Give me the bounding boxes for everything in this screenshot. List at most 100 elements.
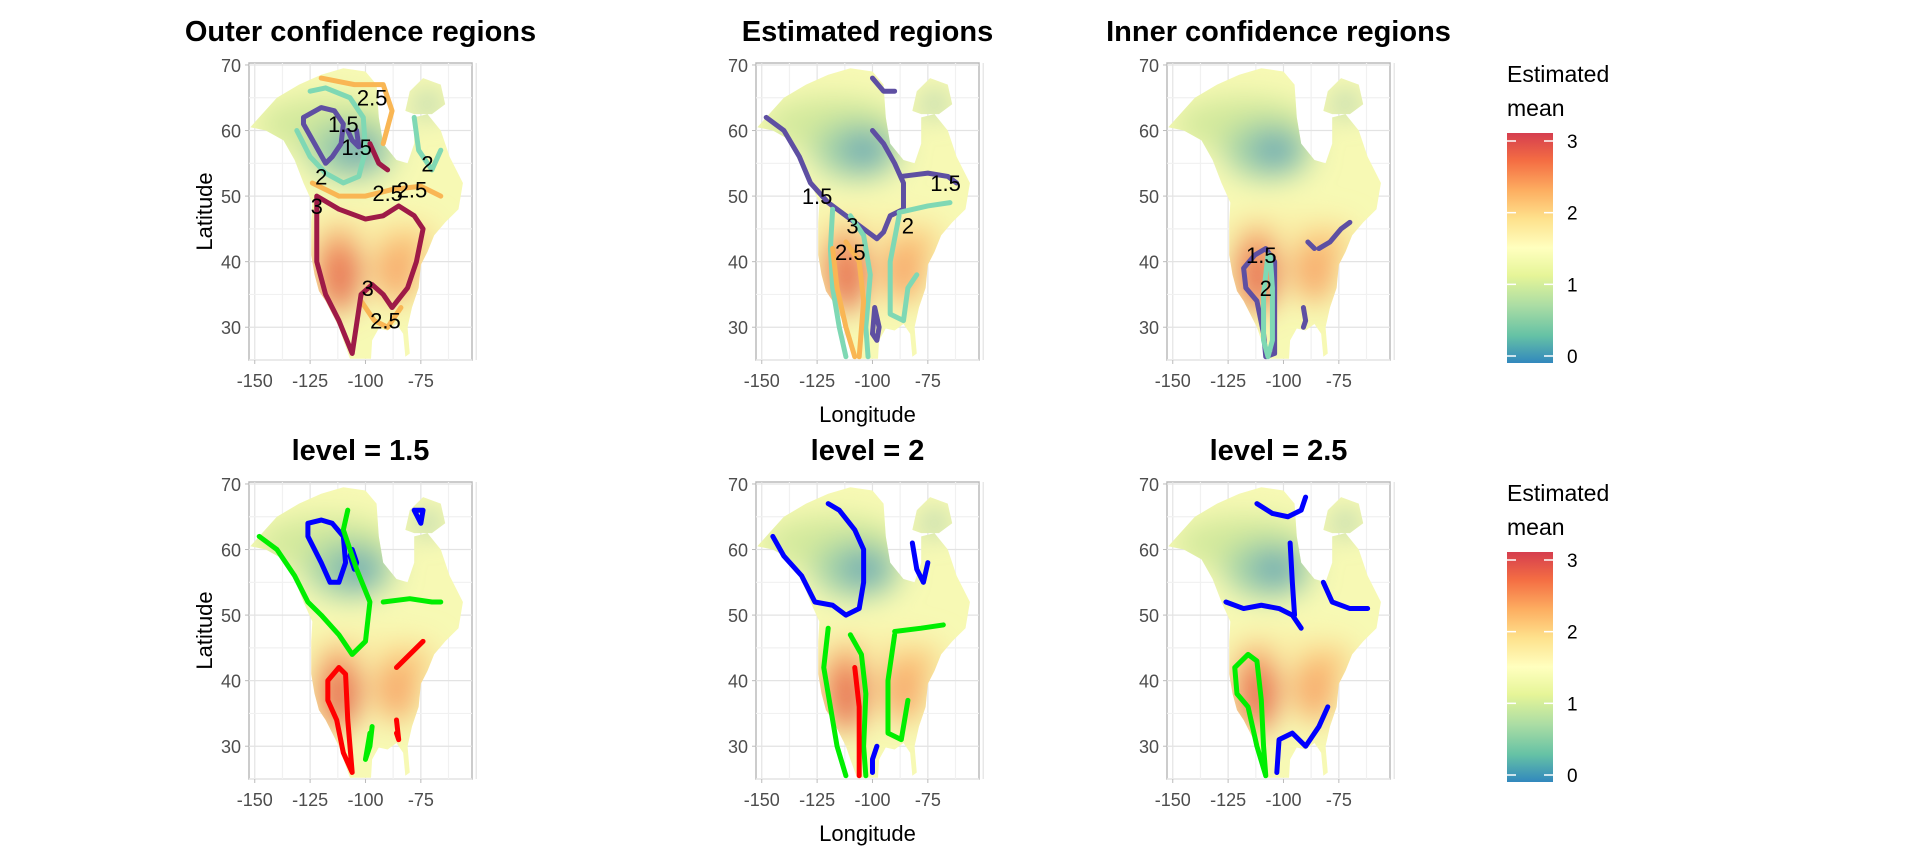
contour-line-level-2 — [770, 501, 867, 618]
heatmap-blob — [1217, 214, 1358, 243]
contour-line-level-1-5 — [763, 114, 906, 242]
x-tick-label: -100 — [347, 371, 383, 391]
panel-title: Estimated regions — [742, 16, 993, 48]
y-tick-label: 60 — [728, 541, 748, 561]
y-axis-label: Latitude — [192, 172, 217, 250]
y-tick-label: 40 — [728, 253, 748, 273]
contour-line-level-1-5 — [1305, 239, 1317, 252]
panel-1: Estimated regions 1.5 1.5 2 32.5 -150 -125 -100… — [728, 16, 993, 391]
x-axis-label: Longitude — [819, 402, 916, 427]
x-tick-label: -75 — [915, 790, 941, 810]
contour-line-level-2-5 — [1274, 704, 1331, 775]
contour-line-level-2 — [847, 213, 873, 360]
x-tick-label: -150 — [1155, 371, 1191, 391]
x-tick-label: -100 — [347, 790, 383, 810]
legend-title-line2: mean — [1507, 95, 1565, 121]
x-tick-label: -125 — [799, 790, 835, 810]
heatmap-blob — [840, 251, 861, 312]
contour-line-level-1-5 — [345, 128, 362, 150]
contour-line-level-1-5 — [305, 517, 349, 585]
x-tick-label: -75 — [1326, 790, 1352, 810]
contour-line-level-2 — [909, 540, 931, 585]
y-tick-label: 70 — [221, 56, 241, 76]
y-tick-label: 30 — [1139, 318, 1159, 338]
contour-line-level-2-5 — [1232, 651, 1269, 779]
contour-label: 2.5 — [835, 240, 866, 265]
contour-line-level-2-5 — [1254, 494, 1309, 520]
heatmap-blob — [922, 92, 947, 117]
contour-label: 1.5 — [328, 112, 359, 137]
heatmap-blob — [333, 251, 354, 312]
panel-title: level = 2.5 — [1210, 435, 1348, 467]
y-tick-label: 50 — [221, 187, 241, 207]
x-tick-label: -125 — [292, 371, 328, 391]
contour-label: 2.5 — [372, 181, 403, 206]
x-tick-label: -125 — [799, 371, 835, 391]
x-tick-label: -150 — [744, 790, 780, 810]
legend-tick-label: 1 — [1567, 275, 1578, 296]
contour-line-level-2-5 — [843, 239, 867, 360]
contour-line-level-1-5 — [869, 75, 898, 94]
y-tick-label: 50 — [728, 606, 748, 626]
contour-line-level-1-5 — [362, 724, 375, 762]
y-tick-label: 70 — [728, 475, 748, 495]
panel-3: level = 1.5 -150 -125 -100 -75 30 40 50 60 70 — [221, 435, 477, 810]
contour-line-level-2 — [896, 200, 953, 215]
heatmap-blob — [806, 214, 947, 243]
legend-tick-label: 1 — [1567, 694, 1578, 715]
panel-0: Outer confidence regions2.51.51.5232.52.… — [185, 16, 536, 391]
panel-4: level = 2 -150 -125 -100 -75 30 40 50 60 70 — [728, 435, 984, 810]
contour-line-level-1-5 — [393, 638, 426, 671]
contour-line-level-2 — [827, 206, 849, 360]
contour-label: 1.5 — [341, 135, 372, 160]
y-tick-label: 70 — [1139, 475, 1159, 495]
contour-line-level-2 — [852, 665, 862, 779]
y-tick-label: 60 — [221, 122, 241, 142]
contour-label: 2 — [902, 214, 914, 239]
y-tick-label: 40 — [728, 672, 748, 692]
heatmap-blob — [1333, 511, 1358, 536]
y-tick-label: 70 — [221, 475, 241, 495]
x-tick-label: -100 — [1265, 371, 1301, 391]
legend-tick-label: 2 — [1567, 204, 1578, 225]
contour-label: 2.5 — [397, 178, 428, 203]
y-tick-label: 40 — [1139, 253, 1159, 273]
contour-line-level-2-5 — [1320, 579, 1371, 612]
panel-title: level = 1.5 — [292, 435, 430, 467]
y-tick-label: 30 — [728, 318, 748, 338]
y-tick-label: 30 — [221, 737, 241, 757]
color-legend: Estimated mean 0 1 2 3 — [1507, 480, 1609, 787]
contour-label: 1.5 — [802, 184, 833, 209]
panel-title: level = 2 — [811, 435, 925, 467]
contour-line-level-2-5 — [318, 75, 395, 147]
contour-line-level-2 — [885, 632, 911, 743]
contour-line-level-2 — [821, 625, 849, 779]
y-tick-label: 70 — [728, 56, 748, 76]
y-tick-label: 50 — [1139, 606, 1159, 626]
x-tick-label: -150 — [1155, 790, 1191, 810]
y-tick-label: 50 — [1139, 187, 1159, 207]
contour-label: 2.5 — [370, 309, 401, 334]
legend-title-line1: Estimated — [1507, 480, 1609, 506]
contour-line-level-2 — [887, 213, 920, 324]
y-axis-label: Latitude — [192, 591, 217, 669]
legend-tick-label: 2 — [1567, 623, 1578, 644]
y-tick-label: 30 — [728, 737, 748, 757]
legend-tick-label: 3 — [1567, 132, 1578, 153]
y-tick-label: 40 — [221, 672, 241, 692]
x-tick-label: -100 — [1265, 790, 1301, 810]
heatmap-blob — [841, 132, 886, 169]
contour-line-level-1-5 — [869, 305, 882, 343]
contour-label: 3 — [846, 214, 858, 239]
contour-line-level-1-5 — [393, 717, 402, 743]
x-tick-label: -150 — [237, 371, 273, 391]
heatmap-blob — [1252, 551, 1297, 588]
x-tick-label: -75 — [408, 790, 434, 810]
contour-line-level-1-5 — [380, 596, 444, 605]
contour-label: 2.5 — [357, 86, 388, 111]
legend-tick-label: 0 — [1567, 766, 1578, 787]
panel-2: Inner confidence regions 1.5 2 -150 -125 -100… — [1106, 16, 1451, 391]
contour-line-level-1-5 — [325, 665, 355, 775]
x-axis-label: Longitude — [819, 821, 916, 846]
x-tick-label: -100 — [854, 790, 890, 810]
